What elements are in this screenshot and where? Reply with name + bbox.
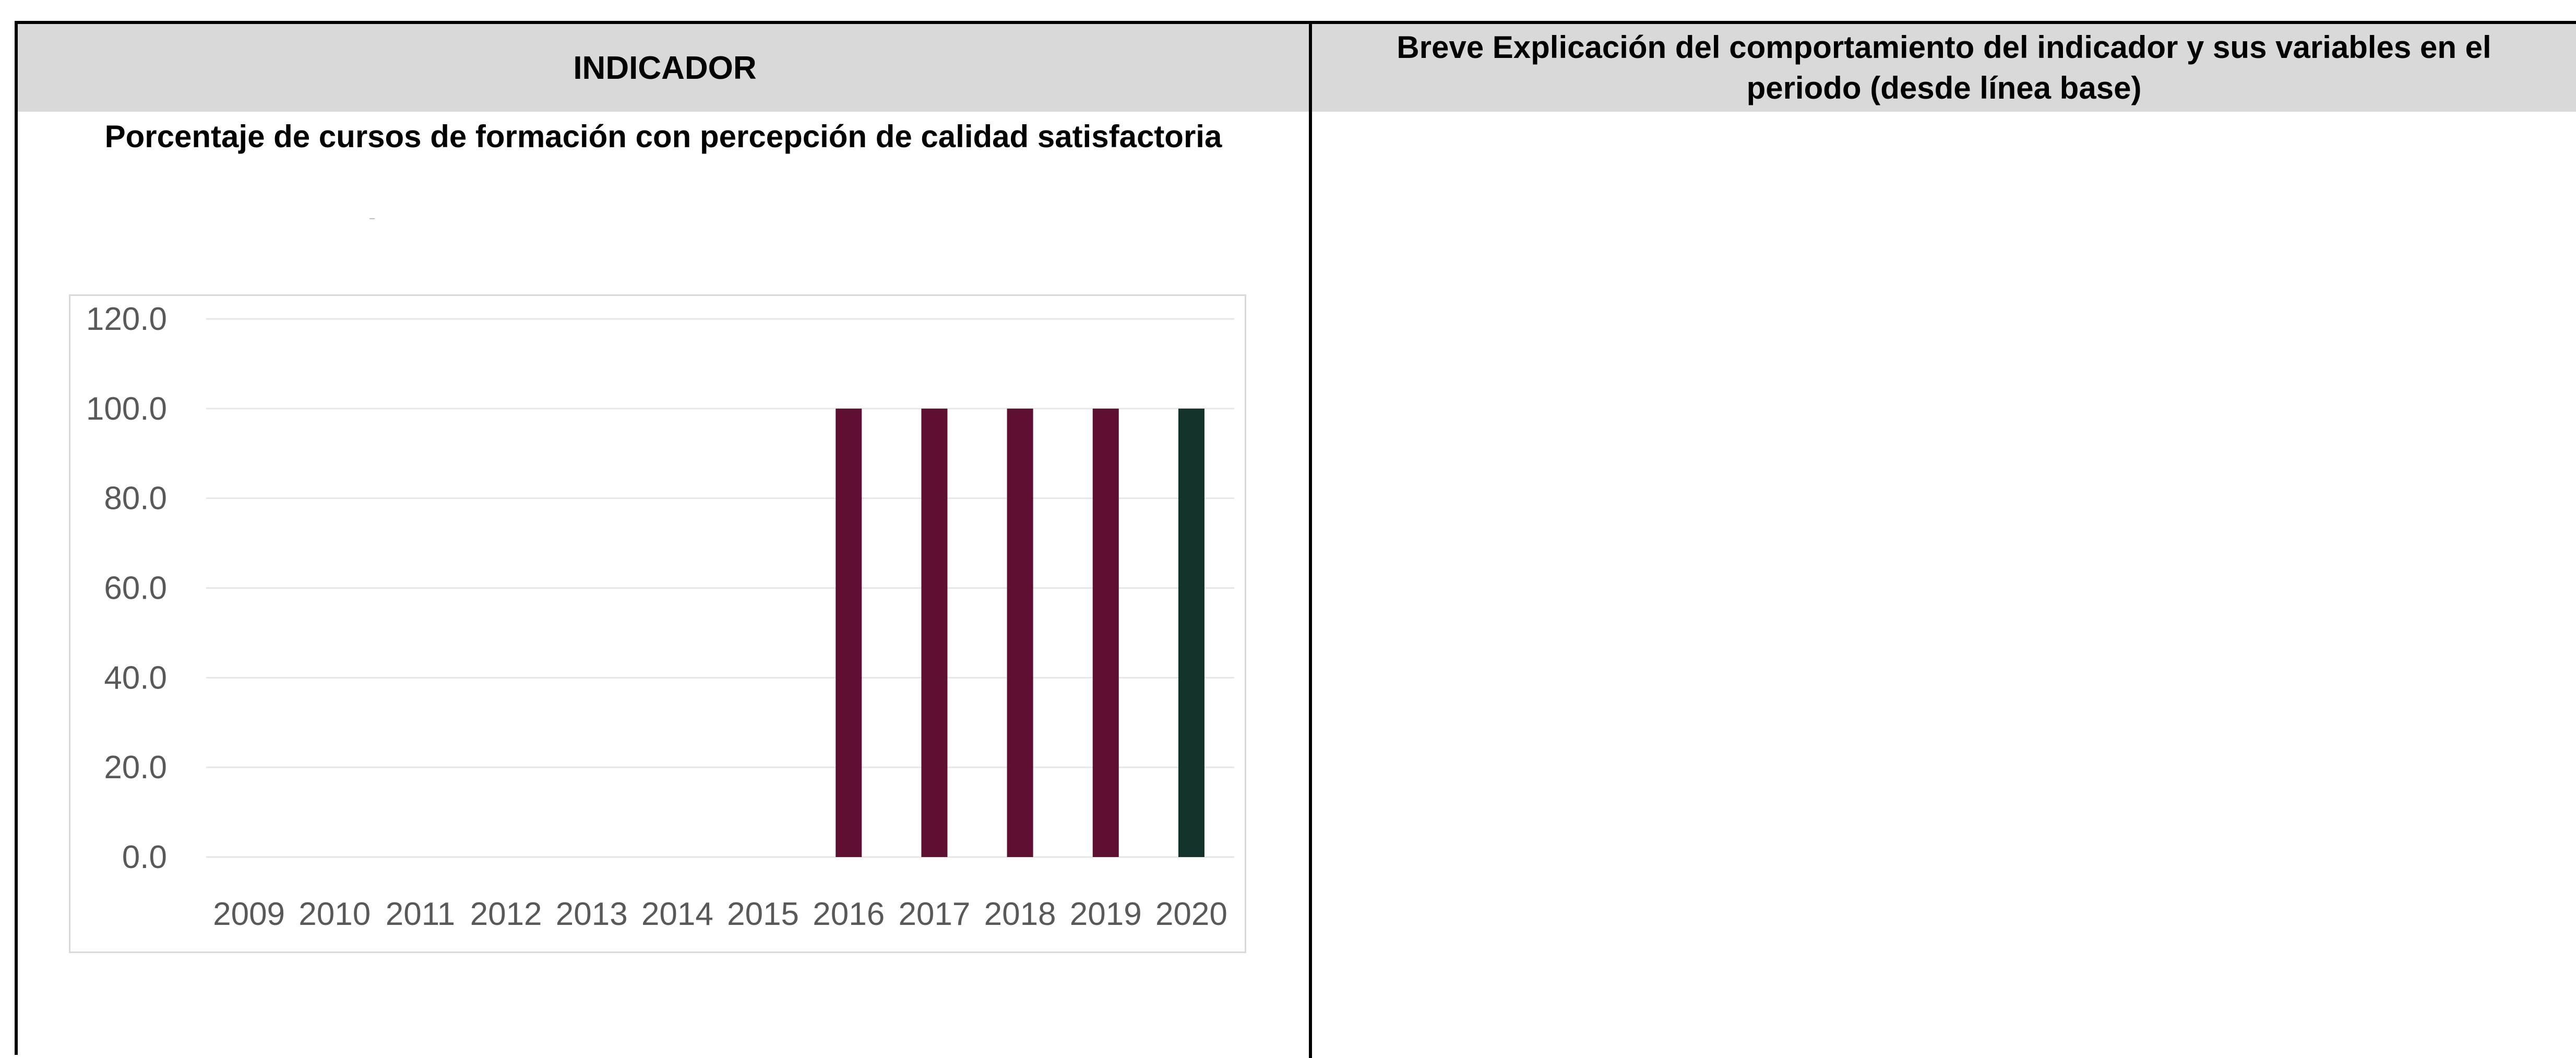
y-tick-label: 60.0 — [104, 570, 167, 607]
indicator-sheet: INDICADOR Breve Explicación del comporta… — [15, 21, 2576, 1058]
x-tick-label: 2015 — [727, 896, 799, 932]
bar-2016 — [836, 408, 862, 857]
x-tick-label: 2018 — [984, 896, 1056, 932]
explanation-header-line2: periodo (desde línea base) — [1746, 70, 2142, 105]
explanation-header-line1: Breve Explicación del comportamiento del… — [1397, 30, 2491, 65]
column-divider — [1309, 24, 1312, 1058]
y-tick-label: 20.0 — [104, 750, 167, 786]
x-tick-label: 2013 — [556, 896, 628, 932]
y-tick-label: 120.0 — [86, 301, 167, 337]
bar-2018 — [1007, 408, 1033, 857]
indicator-header-label: INDICADOR — [573, 50, 757, 86]
x-tick-label: 2020 — [1155, 896, 1227, 932]
y-tick-label: 100.0 — [86, 391, 167, 427]
x-tick-label: 2019 — [1070, 896, 1142, 932]
explanation-header: Breve Explicación del comportamiento del… — [1312, 24, 2576, 112]
x-tick-label: 2017 — [898, 896, 970, 932]
x-tick-label: 2014 — [641, 896, 713, 932]
y-tick-label: 0.0 — [122, 839, 167, 875]
x-tick-label: 2012 — [470, 896, 542, 932]
indicator-header: INDICADOR — [18, 24, 1312, 112]
x-tick-label: 2016 — [813, 896, 885, 932]
chart-area: 0.0 20.0 40.0 60.0 80.0 100.0 120.0 2009 2010 201… — [69, 294, 1246, 953]
explanation-cell[interactable] — [1312, 112, 2576, 1058]
bar-2019 — [1092, 408, 1119, 857]
explanation-header-label: Breve Explicación del comportamiento del… — [1397, 27, 2491, 109]
decorative-mark — [369, 218, 375, 219]
indicator-name: Porcentaje de cursos de formación con pe… — [104, 119, 1222, 154]
y-tick-label: 80.0 — [104, 481, 167, 517]
bar-2020 — [1178, 408, 1204, 857]
y-tick-label: 40.0 — [104, 660, 167, 696]
x-tick-label: 2010 — [299, 896, 371, 932]
bar-2017 — [921, 408, 948, 857]
x-tick-label: 2011 — [386, 896, 455, 932]
bar-chart: 0.0 20.0 40.0 60.0 80.0 100.0 120.0 2009 2010 201… — [86, 301, 1234, 932]
x-tick-label: 2009 — [213, 896, 285, 932]
